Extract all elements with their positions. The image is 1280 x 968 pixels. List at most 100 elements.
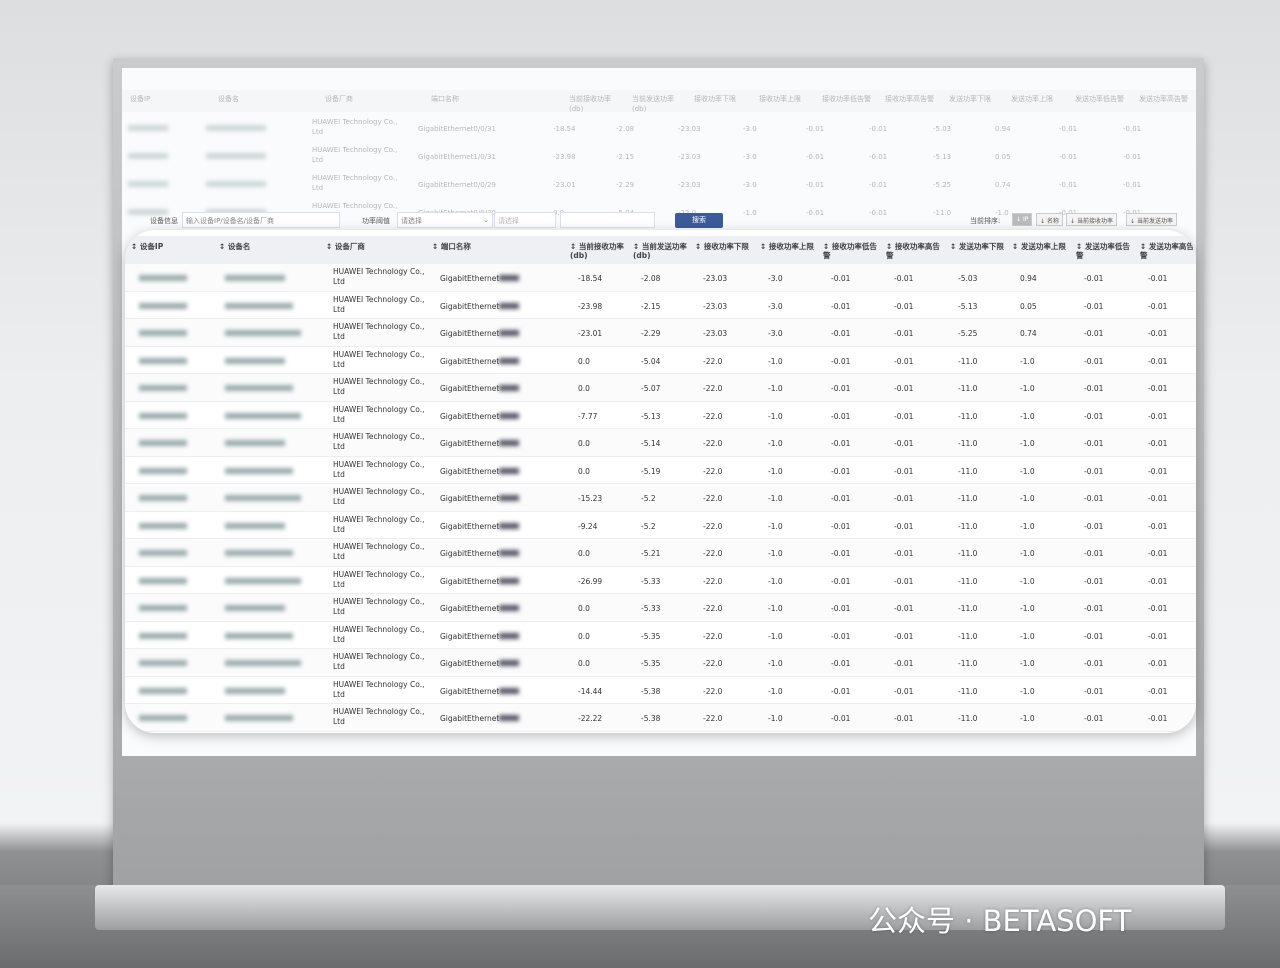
cell-value: -5.25 <box>933 181 952 189</box>
column-header: 设备IP <box>130 95 151 103</box>
column-header[interactable]: ↕ 端口名称 <box>432 242 492 251</box>
table-row[interactable]: HUAWEI Technology Co., Ltd GigabitEtherne… <box>125 429 1196 457</box>
cell-value: -0.01 <box>869 125 888 133</box>
arrow-down-icon: ↓ <box>1130 218 1136 225</box>
column-header-label: 发送功率上限 <box>1020 242 1066 251</box>
column-header: 发送功率高告警 <box>1139 95 1188 103</box>
cell-value: -1.0 <box>768 384 783 393</box>
device-vendor: HUAWEI Technology Co., Ltd <box>333 322 425 341</box>
device-search-input[interactable]: 输入设备IP/设备名/设备厂商 <box>182 212 340 228</box>
sort-option-1[interactable]: ↓ 名称 <box>1036 213 1063 226</box>
device-ip <box>139 412 187 422</box>
device-vendor: HUAWEI Technology Co., Ltd <box>333 707 425 726</box>
cell-value: 0.05 <box>995 153 1011 161</box>
column-header[interactable]: ↕ 发送功率下限 <box>950 242 1010 251</box>
column-header: 发送功率低告警 <box>1075 95 1124 103</box>
cell-value: -0.01 <box>1059 153 1078 161</box>
table-row[interactable]: HUAWEI Technology Co., Ltd GigabitEtherne… <box>125 484 1196 512</box>
table-row[interactable]: HUAWEI Technology Co., Ltd GigabitEtherne… <box>125 264 1196 292</box>
table-row[interactable]: HUAWEI Technology Co., Ltd GigabitEtherne… <box>125 402 1196 429</box>
cell-value: -0.01 <box>1084 439 1104 448</box>
column-header[interactable]: ↕ 接收功率高告警 <box>886 242 946 260</box>
table-row[interactable]: HUAWEI Technology Co., Ltd GigabitEtherne… <box>125 457 1196 484</box>
sort-option-0[interactable]: ↓ IP <box>1012 213 1033 226</box>
cell-value: -0.01 <box>1084 384 1104 393</box>
cell-value: -0.01 <box>869 181 888 189</box>
cell-value: -0.01 <box>831 329 851 338</box>
sort-option-2[interactable]: ↓ 当前接收功率 <box>1066 213 1117 226</box>
column-header[interactable]: ↕ 接收功率上限 <box>760 242 820 251</box>
value-input[interactable] <box>560 212 655 228</box>
device-ip <box>139 659 187 669</box>
cell-value: -1.0 <box>768 521 783 531</box>
cell-value: -1.0 <box>768 466 783 476</box>
cell-value: -0.01 <box>1148 411 1168 421</box>
cell-value: -0.01 <box>1148 356 1168 366</box>
device-vendor: HUAWEI Technology Co., Ltd <box>333 542 425 561</box>
device-name <box>225 357 285 367</box>
sort-option-3[interactable]: ↓ 当前发送功率 <box>1126 213 1177 226</box>
column-header[interactable]: ↕ 当前发送功率(db) <box>633 242 693 260</box>
device-vendor: HUAWEI Technology Co., Ltd <box>333 294 425 314</box>
table-row[interactable]: HUAWEI Technology Co., Ltd GigabitEtherne… <box>125 567 1196 594</box>
column-header[interactable]: ↕ 当前接收功率(db) <box>570 242 630 260</box>
table-row[interactable]: HUAWEI Technology Co., Ltd GigabitEtherne… <box>125 649 1196 677</box>
cell-value: -1.0 <box>743 209 757 217</box>
column-header[interactable]: ↕ 发送功率上限 <box>1012 242 1072 251</box>
cell-value: -5.14 <box>641 439 661 448</box>
table-row[interactable]: HUAWEI Technology Co., Ltd GigabitEtherne… <box>125 292 1196 319</box>
table-row[interactable]: HUAWEI Technology Co., Ltd GigabitEtherne… <box>125 594 1196 622</box>
device-name <box>225 439 285 449</box>
cell-value: -1.0 <box>1020 411 1035 421</box>
table-row[interactable]: HUAWEI Technology Co., Ltd GigabitEtherne… <box>125 512 1196 539</box>
cell-value: -5.33 <box>641 576 661 586</box>
threshold-select[interactable]: 请选择 ⌄ <box>397 212 493 228</box>
device-name <box>225 604 285 614</box>
cell-value: -18.54 <box>578 274 603 283</box>
sort-icon: ↕ <box>1012 242 1019 251</box>
table-row[interactable]: HUAWEI Technology Co., Ltd GigabitEtherne… <box>125 539 1196 567</box>
cell-value: 0.0 <box>578 659 590 668</box>
cell-value: -0.01 <box>1148 301 1168 311</box>
column-header[interactable]: ↕ 发送功率低告警 <box>1076 242 1136 260</box>
device-ip <box>128 124 168 134</box>
column-header-label: 设备IP <box>139 242 164 251</box>
device-name <box>225 384 293 394</box>
device-ip <box>139 604 187 614</box>
column-header[interactable]: ↕ 接收功率下限 <box>695 242 755 251</box>
cell-value: -15.23 <box>578 494 603 503</box>
table-row[interactable]: HUAWEI Technology Co., Ltd GigabitEtherne… <box>125 374 1196 402</box>
cell-value: -14.44 <box>578 686 603 696</box>
column-header[interactable]: ↕ 发送功率高告警 <box>1140 242 1196 260</box>
column-header[interactable]: ↕ 设备厂商 <box>326 242 386 251</box>
column-header: 接收功率高告警 <box>885 95 934 103</box>
cell-value: -0.01 <box>894 356 914 366</box>
cell-value: -0.01 <box>1123 181 1142 189</box>
table-row[interactable]: HUAWEI Technology Co., Ltd GigabitEtherne… <box>125 677 1196 704</box>
device-ip <box>139 714 187 724</box>
cell-value: -5.07 <box>641 384 661 393</box>
table-row[interactable]: HUAWEI Technology Co., Ltd GigabitEtherne… <box>125 347 1196 374</box>
column-header[interactable]: ↕ 接收功率低告警 <box>823 242 883 260</box>
cell-value: -0.01 <box>1084 659 1104 668</box>
search-button[interactable]: 搜索 <box>675 213 723 228</box>
cell-value: -2.08 <box>616 125 635 133</box>
cell-value: -1.0 <box>1020 686 1035 696</box>
table-row[interactable]: HUAWEI Technology Co., Ltd GigabitEtherne… <box>125 704 1196 732</box>
cell-value: -23.03 <box>703 329 728 338</box>
cell-value: -0.01 <box>1084 494 1104 503</box>
table-row[interactable]: HUAWEI Technology Co., Ltd GigabitEtherne… <box>125 319 1196 347</box>
column-header[interactable]: ↕ 设备名 <box>219 242 279 251</box>
device-vendor: HUAWEI Technology Co., Ltd <box>333 404 425 424</box>
cell-value: -26.99 <box>578 576 603 586</box>
cell-value: -0.01 <box>831 631 851 641</box>
chevron-down-icon: ⌄ <box>483 216 489 224</box>
table-row[interactable]: HUAWEI Technology Co., Ltd GigabitEtherne… <box>125 622 1196 649</box>
column-header-label: 发送功率低告警 <box>1076 242 1130 260</box>
column-header[interactable]: ↕ 设备IP <box>131 242 191 251</box>
column-header: 当前发送功率(db) <box>632 95 674 113</box>
second-select[interactable]: 请选择 <box>494 212 556 228</box>
cell-value: 0.0 <box>578 604 590 613</box>
watermark: 公众号 · BETASOFT <box>868 904 1132 938</box>
device-name <box>225 687 285 697</box>
